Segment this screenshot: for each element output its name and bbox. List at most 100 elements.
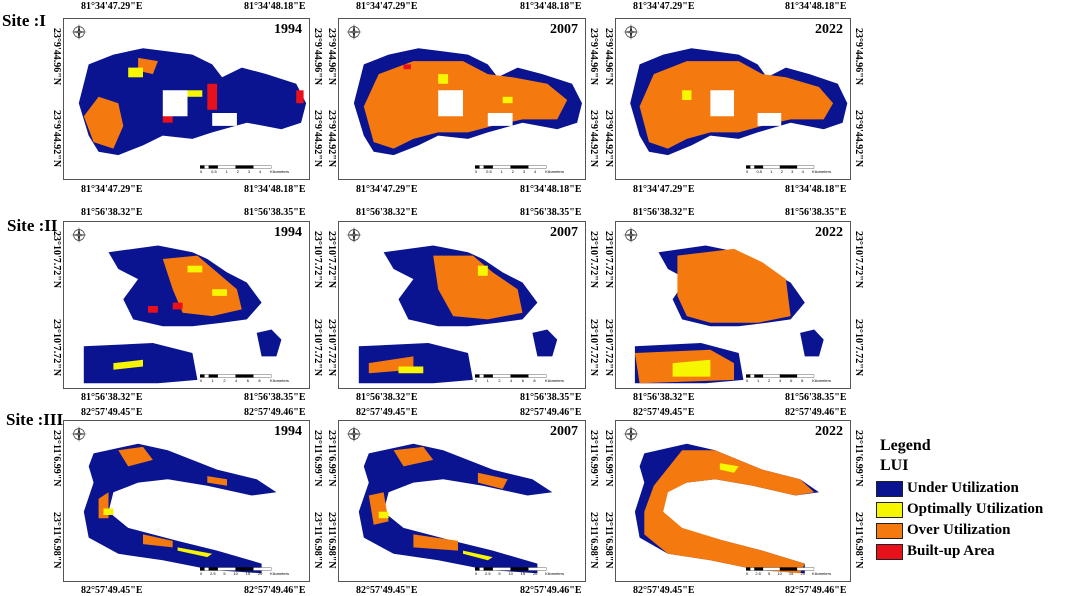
lat-label-left-top: 23°10'7.72"N xyxy=(51,231,62,289)
scale-tick-label: 2.5 xyxy=(755,571,761,576)
legend-subtitle: LUI xyxy=(880,457,909,474)
north-arrow-icon xyxy=(345,425,363,443)
scale-tick-label: 15 xyxy=(520,571,526,576)
year-label: 2022 xyxy=(815,225,843,240)
scale-tick-label: 0 xyxy=(475,378,478,383)
map-gap xyxy=(710,90,734,117)
over-utilization-area xyxy=(83,96,124,149)
north-arrow-icon xyxy=(622,23,640,41)
scale-ticks: 0 1 2 4 6 8 Kilometers xyxy=(746,379,831,383)
map-panel-site-2-2022: 2022 0 1 2 4 6 8 Kilometers xyxy=(615,221,851,389)
scale-tick-label: 0 xyxy=(475,169,478,174)
lat-label-left-bottom: 23°11'6.98"N xyxy=(603,512,614,569)
lat-label-right-bottom: 23°9'44.92"N xyxy=(312,110,323,168)
scale-tick-label: 4 xyxy=(235,378,238,383)
map-panel-site-1-1994: 1994 0 0.5 1 2 3 4 Kilometers xyxy=(63,18,310,180)
scale-tick-label: Kilometers xyxy=(545,571,564,576)
scale-tick-label: 3 xyxy=(791,169,794,174)
lat-label-left-top: 23°11'6.99"N xyxy=(326,430,337,487)
lat-label-right-top: 23°11'6.99"N xyxy=(312,430,323,487)
built-up-area xyxy=(207,83,218,110)
site-label-2: Site :II xyxy=(7,216,58,235)
lui-map xyxy=(353,48,582,156)
lon-label-top-left: 82°57'49.45"E xyxy=(633,407,695,418)
over-utilization-area xyxy=(477,472,508,489)
lat-label-left-bottom: 23°9'44.92"N xyxy=(326,110,337,168)
scale-tick-label: Kilometers xyxy=(270,571,289,576)
map-panel-site-3-2022: 2022 0 2.5 5 10 15 20 Kilometers xyxy=(615,420,851,582)
built-up-area xyxy=(148,306,158,313)
lon-label-bottom-left: 81°56'38.32"E xyxy=(81,392,143,403)
lon-label-bottom-right: 81°56'38.35"E xyxy=(520,392,582,403)
optimal-utilization-area xyxy=(502,96,513,104)
optimal-utilization-area xyxy=(177,547,213,558)
lat-label-left-bottom: 23°10'7.72"N xyxy=(51,319,62,377)
scale-tick-label: 2 xyxy=(236,169,239,174)
scale-tick-label: Kilometers xyxy=(270,378,289,383)
scale-bar-graphic xyxy=(200,567,272,571)
scale-tick-label: 2.5 xyxy=(210,571,216,576)
scale-tick-label: 6 xyxy=(790,378,793,383)
lon-label-bottom-right: 82°57'49.46"E xyxy=(244,585,306,596)
year-label: 1994 xyxy=(274,424,302,439)
scale-tick-label: 2 xyxy=(498,378,501,383)
scale-bar-graphic xyxy=(475,567,547,571)
lon-label-bottom-right: 82°57'49.46"E xyxy=(785,585,847,596)
lon-label-top-left: 81°34'47.29"E xyxy=(633,1,695,12)
over-utilization-area xyxy=(433,255,523,320)
legend-title: Legend xyxy=(880,437,931,454)
lat-label-right-top: 23°11'6.99"N xyxy=(588,430,599,487)
scale-tick-label: 0.5 xyxy=(211,169,217,174)
scale-bar-graphic xyxy=(746,165,815,169)
lon-label-top-right: 81°56'38.35"E xyxy=(785,207,847,218)
legend-swatch-over xyxy=(876,522,903,539)
lon-label-top-left: 81°56'38.32"E xyxy=(633,207,695,218)
legend-label-built: Built-up Area xyxy=(907,543,995,559)
scale-bar-graphic xyxy=(200,165,272,169)
lon-label-top-left: 82°57'49.45"E xyxy=(356,407,418,418)
lon-label-top-right: 81°56'38.35"E xyxy=(520,207,582,218)
legend-item-under: Under Utilization xyxy=(876,478,1072,499)
lat-label-right-top: 23°10'7.72"N xyxy=(312,231,323,289)
scale-tick-label: 3 xyxy=(247,169,251,174)
legend-label-optimal: Optimally Utilization xyxy=(907,501,1044,517)
optimal-utilization-area xyxy=(477,265,488,276)
legend-item-optimal: Optimally Utilization xyxy=(876,499,1072,520)
lon-label-bottom-left: 82°57'49.45"E xyxy=(356,585,418,596)
optimal-utilization-area xyxy=(103,508,114,515)
lui-map xyxy=(358,245,558,384)
under-utilization-area xyxy=(358,443,553,574)
scale-tick-label: 2 xyxy=(223,378,226,383)
lat-label-left-top: 23°9'44.96"N xyxy=(603,28,614,86)
over-utilization-area xyxy=(162,255,242,317)
lon-label-top-left: 82°57'49.45"E xyxy=(81,407,143,418)
map-gap xyxy=(757,113,782,126)
scale-tick-label: 0 xyxy=(746,169,749,174)
over-utilization-area xyxy=(143,534,173,548)
lat-label-right-top: 23°9'44.96"N xyxy=(588,28,599,86)
scale-ticks: 0 0.5 1 2 3 4 Kilometers xyxy=(200,170,289,174)
over-utilization-area xyxy=(393,446,434,467)
scale-bar: 0 0.5 1 2 3 4 Kilometers xyxy=(746,165,831,175)
over-utilization-area xyxy=(677,248,791,323)
optimal-utilization-area xyxy=(438,74,449,84)
lon-label-bottom-left: 81°56'38.32"E xyxy=(633,392,695,403)
built-up-area xyxy=(403,64,411,70)
scale-ticks: 0 2.5 5 10 15 20 Kilometers xyxy=(746,572,831,576)
year-label: 2007 xyxy=(550,225,578,240)
optimal-utilization-area xyxy=(187,265,203,273)
optimal-utilization-area xyxy=(398,366,424,374)
scale-tick-label: 0 xyxy=(200,378,203,383)
lat-label-right-top: 23°9'44.96"N xyxy=(853,28,864,86)
scale-tick-label: 20 xyxy=(257,571,263,576)
lon-label-top-right: 81°34'48.18"E xyxy=(785,1,847,12)
scale-tick-label: 10 xyxy=(508,571,513,576)
map-gap xyxy=(487,113,513,126)
scale-ticks: 0 1 2 4 6 8 Kilometers xyxy=(475,379,564,383)
optimal-utilization-area xyxy=(719,463,739,473)
optimal-utilization-area xyxy=(128,67,143,78)
scale-tick-label: 0.5 xyxy=(486,169,492,174)
scale-tick-label: Kilometers xyxy=(812,378,831,383)
lon-label-top-right: 82°57'49.46"E xyxy=(785,407,847,418)
lon-label-top-right: 82°57'49.46"E xyxy=(520,407,582,418)
